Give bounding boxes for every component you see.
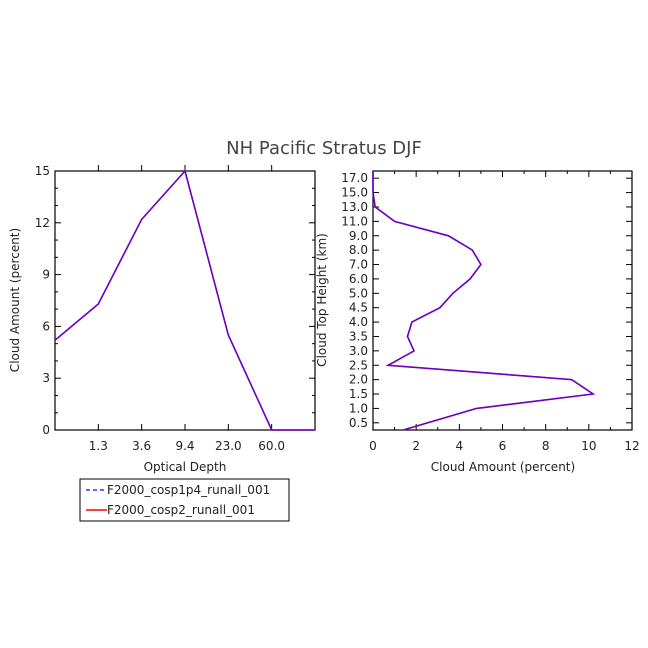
right-y-tick-label: 4.5 — [349, 301, 368, 315]
right-y-axis-label: Cloud Top Height (km) — [315, 233, 329, 367]
left-y-tick-label: 12 — [35, 216, 50, 230]
right-x-axis-label: Cloud Amount (percent) — [431, 460, 575, 474]
right-y-tick-label: 5.0 — [349, 286, 368, 300]
left-x-tick-label: 3.6 — [132, 439, 151, 453]
legend: F2000_cosp1p4_runall_001 F2000_cosp2_run… — [79, 478, 290, 522]
cloud-top-height-panel: 0 2 4 6 8 10 12 0.51.01.52.02.53.03.54.04.55.06… — [315, 170, 640, 474]
right-series-dashed-line — [372, 171, 596, 431]
left-y-tick-label: 3 — [42, 371, 50, 385]
right-x-tick-label: 2 — [412, 439, 420, 453]
left-x-tick-label: 9.4 — [175, 439, 194, 453]
left-series-dashed-line — [54, 169, 315, 431]
right-x-tick-label: 10 — [581, 439, 596, 453]
left-y-axis-label: Cloud Amount (percent) — [8, 228, 22, 372]
right-y-tick-label: 11.0 — [341, 214, 368, 228]
right-y-tick-label: 2.0 — [349, 373, 368, 387]
right-y-tick-label: 6.0 — [349, 272, 368, 286]
left-x-tick-label: 1.3 — [89, 439, 108, 453]
right-y-tick-label: 3.5 — [349, 329, 368, 343]
right-y-tick-label: 13.0 — [341, 200, 368, 214]
right-x-tick-label: 8 — [542, 439, 550, 453]
right-y-tick-label: 1.5 — [349, 387, 368, 401]
right-y-tick-label: 8.0 — [349, 243, 368, 257]
legend-label-2: F2000_cosp2_runall_001 — [107, 503, 255, 517]
right-y-tick-label: 9.0 — [349, 229, 368, 243]
right-y-tick-label: 15.0 — [341, 186, 368, 200]
right-y-tick-label: 7.0 — [349, 258, 368, 272]
right-x-tick-label: 0 — [369, 439, 377, 453]
left-x-tick-label: 60.0 — [258, 439, 285, 453]
right-y-tick-label: 2.5 — [349, 358, 368, 372]
right-y-tick-label: 3.0 — [349, 344, 368, 358]
right-x-tick-label: 6 — [499, 439, 507, 453]
right-plot-frame — [372, 170, 633, 431]
left-plot-frame — [54, 170, 316, 431]
right-y-tick-label: 4.0 — [349, 315, 368, 329]
legend-label-1: F2000_cosp1p4_runall_001 — [107, 483, 270, 497]
left-y-tick-label: 15 — [35, 164, 50, 178]
chart-title: NH Pacific Stratus DJF — [226, 138, 422, 159]
left-series-solid-line — [54, 169, 315, 431]
right-y-tick-label: 17.0 — [341, 171, 368, 185]
right-series-solid-line — [372, 171, 595, 431]
left-x-axis-label: Optical Depth — [144, 460, 227, 474]
right-y-tick-label: 1.0 — [349, 401, 368, 415]
left-y-tick-label: 6 — [42, 319, 50, 333]
right-x-tick-label: 4 — [456, 439, 464, 453]
left-y-tick-label: 9 — [42, 268, 50, 282]
left-y-tick-label: 0 — [42, 423, 50, 437]
legend-box — [79, 478, 290, 522]
right-x-tick-label: 12 — [624, 439, 639, 453]
left-x-tick-label: 23.0 — [215, 439, 242, 453]
right-y-tick-label: 0.5 — [349, 416, 368, 430]
